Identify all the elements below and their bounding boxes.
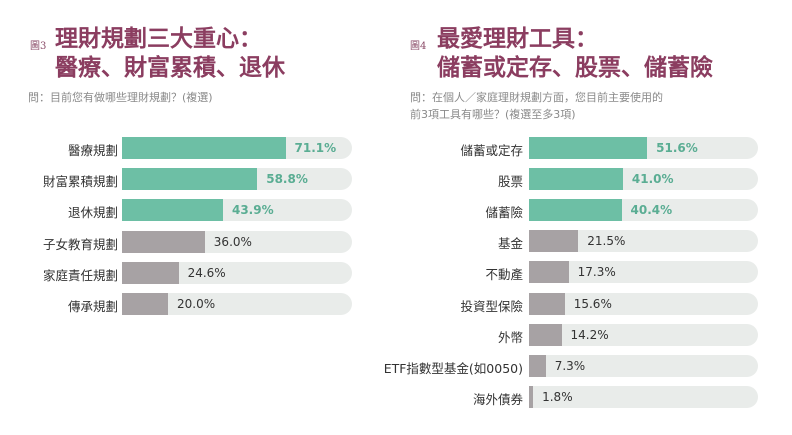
bar-track: 7.3%: [529, 354, 758, 377]
value-label: 41.0%: [631, 172, 674, 187]
chart-title-3: 理財規劃三大重心： 醫療、財富累積、退休: [55, 25, 285, 83]
category-label: 儲蓄險: [485, 205, 523, 221]
value-label: 1.8%: [542, 389, 573, 404]
category-label: 儲蓄或定存: [460, 143, 523, 158]
bar: [529, 354, 546, 377]
category-label: 財富累積規劃: [42, 174, 118, 190]
bar: [529, 261, 569, 284]
bar-track: 24.6%: [122, 261, 352, 284]
category-label: 子女教育規劃: [42, 236, 118, 252]
bar-track: 20.0%: [122, 293, 352, 315]
title-line-1: 理財規劃三大重心：: [55, 26, 262, 52]
category-label: 投資型保險: [460, 298, 523, 314]
bar-track: 43.9%: [122, 199, 352, 222]
bar: [122, 168, 258, 191]
category-label: 家庭責任規劃: [42, 267, 118, 283]
category-label: 不動產: [485, 267, 523, 283]
category-label: 海外債券: [472, 391, 523, 407]
bar: [529, 199, 622, 222]
bar-track: 36.0%: [122, 230, 352, 253]
category-label: 退休規劃: [67, 205, 118, 221]
bar: [529, 137, 648, 159]
figure-label-4: 圖4: [410, 41, 427, 52]
value-label: 51.6%: [656, 141, 698, 155]
question-line-2: 前3項工具有哪些？(複選至多3項): [410, 108, 576, 121]
category-label: 傳承規劃: [67, 299, 118, 314]
bar-track: 14.2%: [529, 323, 758, 346]
bar-track: 17.3%: [529, 261, 758, 284]
figure-label-3: 圖3: [30, 41, 47, 52]
value-label: 17.3%: [577, 265, 616, 280]
chart-title-4: 最愛理財工具： 儲蓄或定存、股票、儲蓄險: [437, 25, 713, 83]
value-label: 21.5%: [587, 234, 626, 249]
bar-track: 1.8%: [529, 385, 758, 408]
title-line-2: 儲蓄或定存、股票、儲蓄險: [437, 55, 713, 81]
bar-track: 58.8%: [122, 168, 352, 191]
title-line-1: 最愛理財工具：: [437, 26, 598, 52]
value-label: 15.6%: [573, 296, 612, 311]
value-label: 58.8%: [266, 172, 308, 187]
question-4: 問：在個人／家庭理財規劃方面，您目前主要使用的 前3項工具有哪些？(複選至多3項): [410, 89, 663, 123]
bar-track: 41.0%: [529, 168, 758, 191]
value-label: 14.2%: [570, 327, 609, 342]
value-label: 43.9%: [231, 203, 274, 218]
bar: [529, 230, 579, 253]
bar: [529, 323, 562, 346]
bar: [122, 230, 205, 253]
title-line-2: 醫療、財富累積、退休: [55, 55, 285, 81]
bar: [122, 293, 168, 315]
bar: [122, 199, 223, 222]
category-label: 外幣: [497, 329, 523, 345]
question-3: 問：目前您有做哪些理財規劃？(複選): [28, 91, 213, 104]
category-label: 基金: [497, 236, 523, 252]
question-line-1: 問：在個人／家庭理財規劃方面，您目前主要使用的: [410, 91, 663, 104]
bar: [529, 168, 623, 191]
category-label: ETF指數型基金(如0050): [383, 360, 523, 376]
bar-track: 21.5%: [529, 230, 758, 253]
bar: [122, 137, 286, 159]
value-label: 24.6%: [187, 265, 226, 280]
bar-track: 15.6%: [529, 292, 758, 315]
bar-track: 40.4%: [529, 199, 758, 222]
value-label: 36.0%: [213, 234, 252, 249]
category-label: 股票: [497, 174, 523, 190]
category-label: 醫療規劃: [67, 143, 118, 158]
value-label: 7.3%: [554, 358, 586, 373]
value-label: 71.1%: [294, 141, 337, 155]
bar: [529, 292, 565, 315]
bar: [529, 385, 534, 408]
bar: [122, 261, 179, 284]
value-label: 20.0%: [177, 297, 216, 311]
bar-track: 71.1%: [122, 137, 352, 159]
value-label: 40.4%: [630, 203, 673, 218]
bar-track: 51.6%: [529, 137, 758, 159]
